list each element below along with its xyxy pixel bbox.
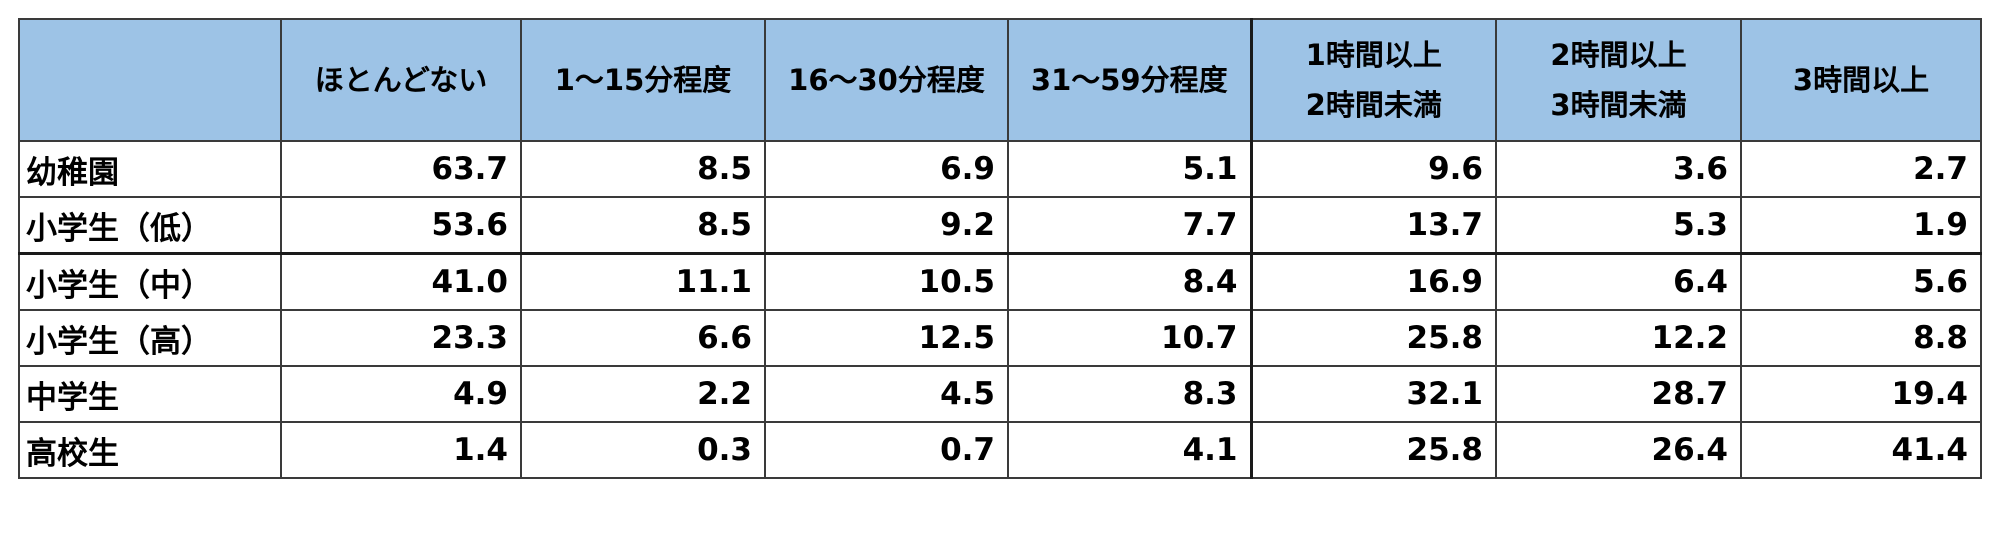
table-cell: 5.6: [1740, 252, 1982, 311]
column-header: ほとんどない: [280, 18, 522, 142]
table-cell: 4.1: [1007, 421, 1253, 479]
row-label: 高校生: [18, 421, 282, 479]
table-cell: 25.8: [1250, 421, 1497, 479]
column-header: 1～15分程度: [520, 18, 766, 142]
table-cell: 1.4: [280, 421, 522, 479]
table-cell: 11.1: [520, 252, 766, 311]
table-cell: 6.4: [1495, 252, 1742, 311]
table-cell: 63.7: [280, 140, 522, 198]
table-cell: 10.7: [1007, 309, 1253, 367]
table-row: 小学生（高） 23.3 6.6 12.5 10.7 25.8 12.2 8.8: [18, 309, 1982, 367]
table-cell: 1.9: [1740, 196, 1982, 255]
table-cell: 10.5: [764, 252, 1009, 311]
table-cell: 8.5: [520, 140, 766, 198]
table-cell: 5.1: [1007, 140, 1253, 198]
table-row: 中学生 4.9 2.2 4.5 8.3 32.1 28.7 19.4: [18, 365, 1982, 423]
table-cell: 6.6: [520, 309, 766, 367]
data-table-container: ほとんどない 1～15分程度 16～30分程度 31～59分程度 1時間以上 2…: [18, 18, 1982, 479]
row-label: 小学生（低）: [18, 196, 282, 255]
table-cell: 25.8: [1250, 309, 1497, 367]
table-cell: 0.7: [764, 421, 1009, 479]
table-cell: 19.4: [1740, 365, 1982, 423]
table-row: 小学生（中） 41.0 11.1 10.5 8.4 16.9 6.4 5.6: [18, 252, 1982, 311]
column-header: 1時間以上 2時間未満: [1250, 18, 1497, 142]
table-cell: 16.9: [1250, 252, 1497, 311]
row-label: 幼稚園: [18, 140, 282, 198]
column-header-line1: 31～59分程度: [1030, 63, 1228, 97]
table-cell: 41.0: [280, 252, 522, 311]
table-cell: 12.5: [764, 309, 1009, 367]
table-cell: 4.5: [764, 365, 1009, 423]
table-cell: 2.2: [520, 365, 766, 423]
table-cell: 9.2: [764, 196, 1009, 255]
table-cell: 12.2: [1495, 309, 1742, 367]
table-row: 幼稚園 63.7 8.5 6.9 5.1 9.6 3.6 2.7: [18, 140, 1982, 198]
column-header-line1: 16～30分程度: [788, 63, 985, 97]
table-cell: 28.7: [1495, 365, 1742, 423]
table-cell: 32.1: [1250, 365, 1497, 423]
table-cell: 8.5: [520, 196, 766, 255]
column-header-line2: 3時間未満: [1550, 88, 1687, 122]
table-row: 高校生 1.4 0.3 0.7 4.1 25.8 26.4 41.4: [18, 421, 1982, 479]
table-cell: 41.4: [1740, 421, 1982, 479]
column-header-line1: 3時間以上: [1792, 63, 1930, 97]
table-cell: 13.7: [1250, 196, 1497, 255]
table-cell: 6.9: [764, 140, 1009, 198]
table-cell: 5.3: [1495, 196, 1742, 255]
table-cell: 2.7: [1740, 140, 1982, 198]
corner-cell: [18, 18, 282, 142]
table-cell: 23.3: [280, 309, 522, 367]
column-header-line1: 1～15分程度: [554, 63, 732, 97]
table-cell: 8.3: [1007, 365, 1253, 423]
table-cell: 7.7: [1007, 196, 1253, 255]
table-cell: 8.8: [1740, 309, 1982, 367]
table-cell: 4.9: [280, 365, 522, 423]
column-header: 16～30分程度: [764, 18, 1009, 142]
table-row: 小学生（低） 53.6 8.5 9.2 7.7 13.7 5.3 1.9: [18, 196, 1982, 255]
column-header-line1: 1時間以上: [1305, 38, 1442, 72]
column-header-line2: 2時間未満: [1305, 88, 1442, 122]
table-cell: 3.6: [1495, 140, 1742, 198]
table-cell: 53.6: [280, 196, 522, 255]
table-cell: 0.3: [520, 421, 766, 479]
row-label: 小学生（中）: [18, 252, 282, 311]
column-header: 2時間以上 3時間未満: [1495, 18, 1742, 142]
data-table: ほとんどない 1～15分程度 16～30分程度 31～59分程度 1時間以上 2…: [18, 18, 1982, 479]
column-header: 31～59分程度: [1007, 18, 1253, 142]
header-row: ほとんどない 1～15分程度 16～30分程度 31～59分程度 1時間以上 2…: [18, 18, 1982, 142]
table-cell: 8.4: [1007, 252, 1253, 311]
row-label: 小学生（高）: [18, 309, 282, 367]
column-header: 3時間以上: [1740, 18, 1982, 142]
table-cell: 9.6: [1250, 140, 1497, 198]
column-header-line1: ほとんどない: [314, 63, 488, 97]
table-cell: 26.4: [1495, 421, 1742, 479]
column-header-line1: 2時間以上: [1550, 38, 1687, 72]
row-label: 中学生: [18, 365, 282, 423]
